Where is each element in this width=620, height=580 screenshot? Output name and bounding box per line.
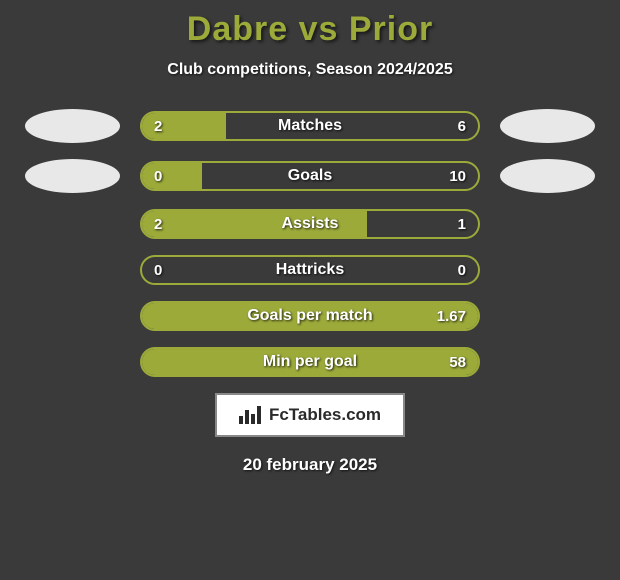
- player-oval-right: [500, 159, 595, 193]
- stat-label: Goals per match: [142, 303, 478, 329]
- stat-label: Goals: [142, 163, 478, 189]
- stat-bar: 58Min per goal: [140, 347, 480, 377]
- site-badge[interactable]: FcTables.com: [215, 393, 405, 437]
- site-name: FcTables.com: [269, 405, 381, 425]
- player-oval-right: [500, 109, 595, 143]
- stat-row: 010Goals: [0, 159, 620, 193]
- bar-chart-icon: [239, 406, 261, 424]
- page-title: Dabre vs Prior: [0, 10, 620, 49]
- stat-bar: 010Goals: [140, 161, 480, 191]
- stats-area: 26Matches 010Goals 21Assists 00Hattricks 1.6…: [0, 109, 620, 377]
- player-oval-left: [25, 109, 120, 143]
- stat-row: 21Assists: [0, 209, 620, 239]
- stat-row: 1.67Goals per match: [0, 301, 620, 331]
- stat-row: 26Matches: [0, 109, 620, 143]
- stat-row: 58Min per goal: [0, 347, 620, 377]
- footer-badge: FcTables.com: [0, 393, 620, 437]
- stat-label: Assists: [142, 211, 478, 237]
- footer-date: 20 february 2025: [0, 455, 620, 475]
- stat-label: Hattricks: [142, 257, 478, 283]
- stat-label: Min per goal: [142, 349, 478, 375]
- stat-row: 00Hattricks: [0, 255, 620, 285]
- stat-bar: 26Matches: [140, 111, 480, 141]
- page-subtitle: Club competitions, Season 2024/2025: [0, 61, 620, 79]
- comparison-container: Dabre vs Prior Club competitions, Season…: [0, 0, 620, 475]
- stat-label: Matches: [142, 113, 478, 139]
- stat-bar: 1.67Goals per match: [140, 301, 480, 331]
- stat-bar: 21Assists: [140, 209, 480, 239]
- player-oval-left: [25, 159, 120, 193]
- stat-bar: 00Hattricks: [140, 255, 480, 285]
